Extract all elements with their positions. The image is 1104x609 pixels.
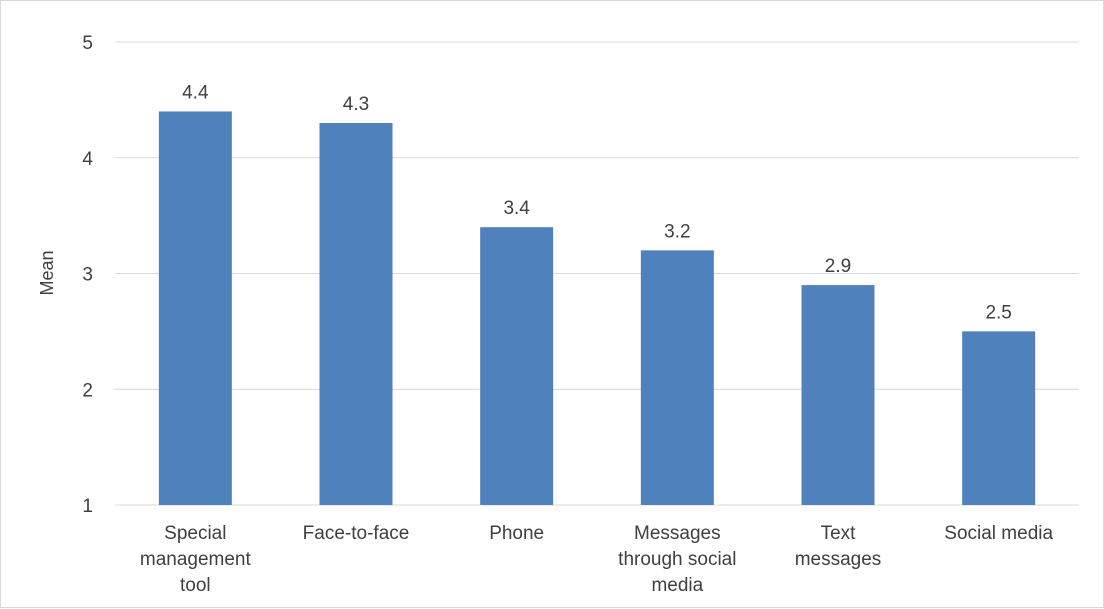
- bar: [158, 111, 232, 505]
- data-label: 2.9: [825, 256, 851, 277]
- y-tick-label: 3: [82, 265, 93, 286]
- x-category-labels: Special management tool Face-to-face Phone Me…: [140, 523, 1054, 596]
- data-label: 4.4: [182, 82, 209, 103]
- data-label: 3.4: [503, 198, 530, 219]
- y-axis-title: Mean: [37, 250, 57, 295]
- data-label: 4.3: [343, 94, 369, 115]
- x-category-label: Face-to-face: [303, 523, 410, 544]
- data-labels: 4.4 4.3 3.4 3.2 2.9 2.5: [182, 82, 1012, 323]
- data-label: 3.2: [664, 221, 690, 242]
- x-category-label: Text messages: [795, 523, 882, 570]
- bar: [801, 285, 875, 505]
- x-category-label: Messages through social media: [618, 523, 736, 596]
- bar: [480, 227, 554, 505]
- y-tick-label: 5: [82, 33, 93, 54]
- bar: [640, 250, 714, 505]
- y-tick-label: 4: [82, 149, 93, 170]
- bar: [962, 331, 1036, 505]
- gridlines: [115, 41, 1079, 506]
- bars: [158, 111, 1036, 506]
- y-tick-label: 2: [82, 380, 93, 401]
- x-category-label: Social media: [944, 523, 1053, 544]
- data-label: 2.5: [985, 302, 1011, 323]
- bar: [319, 123, 393, 506]
- x-category-label: Phone: [489, 523, 544, 544]
- y-tick-labels: 1 2 3 4 5: [82, 33, 93, 517]
- y-tick-label: 1: [82, 496, 93, 517]
- x-category-label: Special management tool: [140, 523, 252, 596]
